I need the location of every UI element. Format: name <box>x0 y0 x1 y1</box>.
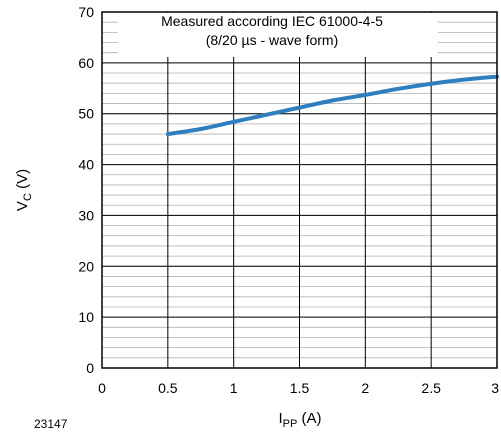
y-tick-label: 30 <box>78 207 94 223</box>
x-axis-title-sub: PP <box>283 418 298 430</box>
y-axis-title-main: V <box>14 201 31 211</box>
y-tick-label: 0 <box>86 360 94 376</box>
y-tick-label: 10 <box>78 309 94 325</box>
y-tick-label: 40 <box>78 157 94 173</box>
y-tick-label: 70 <box>78 4 94 20</box>
x-tick-label: 1.5 <box>290 380 310 396</box>
y-tick-label: 20 <box>78 258 94 274</box>
annotation-line-2: (8/20 µs - wave form) <box>206 32 339 48</box>
figure-id: 23147 <box>34 417 68 431</box>
x-axis-title-main: I <box>278 410 282 427</box>
y-axis-title-sub: C <box>22 193 34 201</box>
annotation-box: Measured according IEC 61000-4-5 (8/20 µ… <box>118 13 438 57</box>
x-tick-label: 3 <box>491 380 499 396</box>
x-tick-label: 1 <box>230 380 238 396</box>
series-layer <box>165 74 499 137</box>
annotation-background <box>118 13 438 57</box>
tick-labels: 0 10 20 30 40 50 60 70 0 0.5 1 1.5 2 2.5 3 <box>78 4 499 396</box>
annotation-line-1: Measured according IEC 61000-4-5 <box>161 13 383 29</box>
grid <box>101 11 498 369</box>
y-tick-label: 50 <box>78 106 94 122</box>
x-axis-title-unit: (A) <box>297 410 321 427</box>
y-axis-title-unit: (V) <box>14 169 31 193</box>
x-tick-label: 2.5 <box>421 380 441 396</box>
plot-frame <box>101 11 498 369</box>
x-tick-label: 2 <box>361 380 369 396</box>
y-tick-label: 60 <box>78 55 94 71</box>
series-line <box>165 74 499 137</box>
x-axis-title: IPP (A) <box>278 410 321 430</box>
x-tick-label: 0 <box>98 380 106 396</box>
x-tick-label: 0.5 <box>158 380 178 396</box>
y-axis-title: VC (V) <box>14 169 34 211</box>
